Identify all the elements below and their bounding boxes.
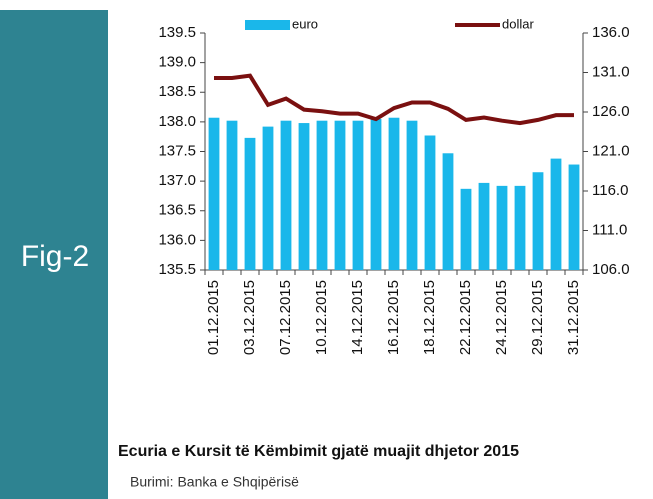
y-tick-label: 138.5	[158, 83, 196, 100]
bar	[298, 123, 310, 270]
y-tick-label: 136.0	[158, 231, 196, 248]
y2-tick-label: 126.0	[592, 103, 630, 120]
y-tick-label: 139.0	[158, 54, 196, 71]
y2-tick-label: 136.0	[592, 24, 630, 41]
y2-tick-label: 121.0	[592, 142, 630, 159]
x-tick-label: 01.12.2015	[205, 280, 222, 355]
bar	[460, 188, 472, 270]
x-tick-label: 18.12.2015	[421, 280, 438, 355]
sidebar	[0, 10, 108, 499]
bar	[550, 158, 562, 270]
line	[214, 73, 574, 126]
caption: Ecuria e Kursit të Këmbimit gjatë muajit…	[118, 443, 519, 460]
bar	[370, 118, 382, 270]
bar	[532, 172, 544, 270]
y2-tick-label: 106.0	[592, 261, 630, 278]
x-tick-label: 10.12.2015	[313, 280, 330, 355]
x-tick-label: 29.12.2015	[529, 280, 546, 355]
x-tick-label: 31.12.2015	[565, 280, 582, 355]
x-tick-label: 24.12.2015	[493, 280, 510, 355]
y-tick-label: 137.5	[158, 142, 196, 159]
bar	[406, 120, 418, 270]
y2-tick-label: 111.0	[592, 221, 627, 238]
legend-label: dollar	[502, 16, 534, 31]
bar	[388, 117, 400, 270]
figure-label: Fig-2	[21, 240, 89, 273]
bar	[244, 137, 256, 270]
bar	[208, 117, 220, 270]
y-tick-label: 138.0	[158, 113, 196, 130]
y2-tick-label: 131.0	[592, 63, 630, 80]
bar	[226, 120, 238, 270]
bar	[334, 120, 346, 270]
y-tick-label: 135.5	[158, 261, 196, 278]
bar	[352, 120, 364, 270]
y-tick-label: 139.5	[158, 24, 196, 41]
x-tick-label: 14.12.2015	[349, 280, 366, 355]
bar	[514, 185, 526, 270]
bar	[442, 153, 454, 270]
bar	[478, 182, 490, 270]
bar	[424, 135, 436, 270]
x-tick-label: 22.12.2015	[457, 280, 474, 355]
legend-label: euro	[292, 16, 318, 31]
x-tick-label: 16.12.2015	[385, 280, 402, 355]
bar	[262, 126, 274, 271]
legend-swatch	[245, 20, 290, 30]
bar	[496, 185, 508, 270]
x-tick-label: 03.12.2015	[241, 280, 258, 355]
y-tick-label: 137.0	[158, 172, 196, 189]
bar	[280, 120, 292, 270]
bar	[316, 120, 328, 270]
bar	[568, 164, 580, 270]
y-tick-label: 136.5	[158, 202, 196, 219]
source: Burimi: Banka e Shqipërisë	[130, 474, 299, 490]
y2-tick-label: 116.0	[592, 182, 628, 199]
x-tick-label: 07.12.2015	[277, 280, 294, 355]
